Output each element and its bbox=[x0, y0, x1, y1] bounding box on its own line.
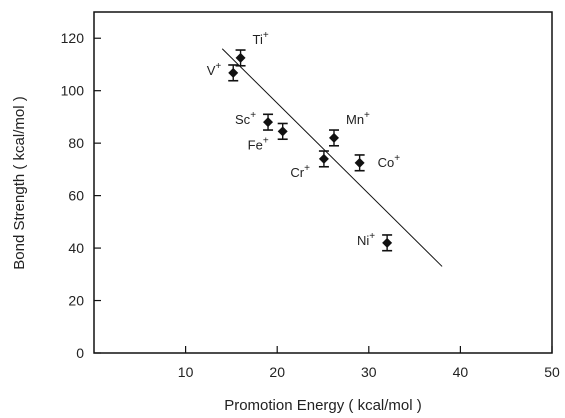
marker-diamond bbox=[354, 157, 365, 168]
point-label: Fe+ bbox=[248, 135, 269, 152]
point-ti: Ti+ bbox=[235, 30, 269, 67]
x-tick-label: 20 bbox=[269, 364, 285, 380]
point-label: Ti+ bbox=[253, 30, 269, 47]
point-fe: Fe+ bbox=[248, 122, 288, 152]
y-tick-label: 40 bbox=[68, 240, 84, 256]
y-tick-label: 60 bbox=[68, 188, 84, 204]
marker-diamond bbox=[235, 52, 246, 63]
point-label: Co+ bbox=[378, 153, 401, 170]
point-label: Mn+ bbox=[346, 110, 370, 127]
point-sc: Sc+ bbox=[235, 110, 274, 131]
point-co: Co+ bbox=[354, 153, 401, 172]
y-tick-label: 20 bbox=[68, 293, 84, 309]
y-tick-label: 100 bbox=[61, 83, 85, 99]
point-cr: Cr+ bbox=[290, 150, 329, 180]
marker-diamond bbox=[328, 132, 339, 143]
y-tick-label: 80 bbox=[68, 135, 84, 151]
point-mn: Mn+ bbox=[328, 110, 370, 147]
fit-line bbox=[221, 48, 443, 267]
marker-diamond bbox=[318, 153, 329, 164]
point-ni: Ni+ bbox=[357, 231, 393, 252]
y-axis-title: Bond Strength ( kcal/mol ) bbox=[11, 96, 28, 269]
point-label: Ni+ bbox=[357, 231, 375, 248]
x-tick-label: 50 bbox=[544, 364, 560, 380]
marker-diamond bbox=[263, 117, 274, 128]
marker-diamond bbox=[277, 126, 288, 137]
point-label: Sc+ bbox=[235, 110, 256, 127]
plot-frame bbox=[93, 11, 553, 354]
fit-line-group bbox=[221, 48, 443, 267]
point-label: V+ bbox=[207, 61, 222, 78]
axis-ticks: 10 20 30 40 50 0 20 40 60 80 100 120 bbox=[61, 30, 560, 380]
y-tick-label: 120 bbox=[61, 30, 85, 46]
x-tick-label: 40 bbox=[453, 364, 469, 380]
x-tick-label: 30 bbox=[361, 364, 377, 380]
y-tick-label: 0 bbox=[76, 345, 84, 361]
data-points: Ti+ V+ Sc+ Fe+ Mn+ Cr+ Co+ Ni+ bbox=[207, 30, 401, 252]
point-v: V+ bbox=[207, 61, 239, 82]
marker-diamond bbox=[228, 67, 239, 78]
x-tick-label: 10 bbox=[178, 364, 194, 380]
point-label: Cr+ bbox=[290, 163, 310, 180]
marker-diamond bbox=[382, 237, 393, 248]
x-axis-title: Promotion Energy ( kcal/mol ) bbox=[224, 397, 422, 414]
